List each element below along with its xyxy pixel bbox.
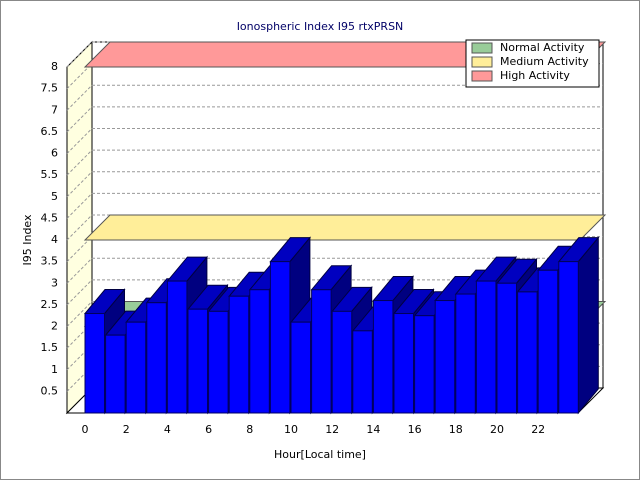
x-tick-label: 8 — [246, 423, 253, 436]
grid-line — [66, 63, 93, 89]
chart-title: Ionospheric Index I95 rtxPRSN — [237, 20, 404, 33]
bar — [434, 300, 456, 414]
bar — [475, 280, 497, 414]
bar — [331, 310, 353, 414]
y-tick-label: 2 — [51, 320, 58, 333]
bar — [228, 295, 250, 414]
grid-line — [66, 106, 93, 133]
legend-label: Medium Activity — [500, 55, 589, 68]
x-tick-label: 6 — [205, 423, 212, 436]
x-tick-label: 12 — [325, 423, 339, 436]
y-tick-label: 0.5 — [41, 384, 59, 397]
x-tick-label: 20 — [490, 423, 504, 436]
grid-line — [66, 149, 93, 176]
legend-swatch — [471, 56, 493, 68]
bar — [414, 315, 435, 414]
grid-line — [66, 214, 93, 241]
grid-line — [66, 344, 93, 371]
bar — [496, 282, 517, 414]
legend-label: High Activity — [500, 69, 570, 82]
y-tick-label: 6.5 — [41, 125, 59, 138]
x-tick-label: 16 — [408, 423, 422, 436]
legend-swatch — [471, 42, 493, 54]
y-tick-label: 5.5 — [41, 168, 59, 181]
y-tick-label: 8 — [51, 60, 58, 73]
x-axis-label: Hour[Local time] — [274, 448, 366, 461]
grid-line — [66, 128, 93, 154]
x-tick-label: 0 — [82, 423, 89, 436]
bar — [105, 334, 126, 414]
grid-line — [66, 279, 93, 306]
y-tick-label: 5 — [51, 190, 58, 203]
x-tick-label: 14 — [366, 423, 380, 436]
bar-side — [577, 236, 599, 415]
bar — [84, 313, 105, 414]
bar — [208, 310, 229, 414]
bar — [393, 313, 414, 414]
x-tick-label: 10 — [284, 423, 298, 436]
bar — [249, 289, 270, 414]
bar — [290, 321, 311, 414]
grid-line — [66, 84, 93, 111]
y-tick-label: 4 — [51, 233, 58, 246]
bar — [146, 302, 167, 414]
grid-line — [66, 236, 93, 262]
bar — [517, 291, 538, 414]
threshold-plane — [83, 214, 607, 241]
grid-line — [66, 301, 93, 327]
bar — [166, 280, 188, 414]
y-tick-label: 4.5 — [41, 211, 59, 224]
x-tick-label: 4 — [164, 423, 171, 436]
grid-line — [66, 41, 93, 68]
bar — [455, 293, 476, 414]
y-tick-label: 7.5 — [41, 82, 59, 95]
grid-line — [66, 257, 93, 284]
legend-label: Normal Activity — [500, 41, 585, 54]
x-tick-label: 2 — [123, 423, 130, 436]
x-tick-label: 22 — [531, 423, 545, 436]
y-tick-label: 7 — [51, 103, 58, 116]
grid-line — [66, 193, 93, 219]
y-tick-label: 3.5 — [41, 255, 59, 268]
bar — [537, 269, 559, 414]
bar — [372, 300, 394, 414]
y-tick-label: 2.5 — [41, 298, 59, 311]
y-axis-label: I95 Index — [21, 214, 34, 266]
bar — [125, 321, 147, 414]
y-tick-label: 1 — [51, 363, 58, 376]
grid-line — [66, 366, 93, 392]
bar — [558, 261, 579, 414]
bar — [352, 330, 373, 414]
bar — [269, 261, 291, 414]
y-tick-label: 3 — [51, 276, 58, 289]
grid-line — [66, 322, 93, 349]
bar — [311, 289, 332, 414]
x-tick-label: 18 — [449, 423, 463, 436]
grid-line — [66, 171, 93, 198]
y-tick-label: 1.5 — [41, 341, 59, 354]
bar — [187, 308, 208, 414]
y-tick-label: 6 — [51, 147, 58, 160]
legend-swatch — [471, 70, 493, 82]
